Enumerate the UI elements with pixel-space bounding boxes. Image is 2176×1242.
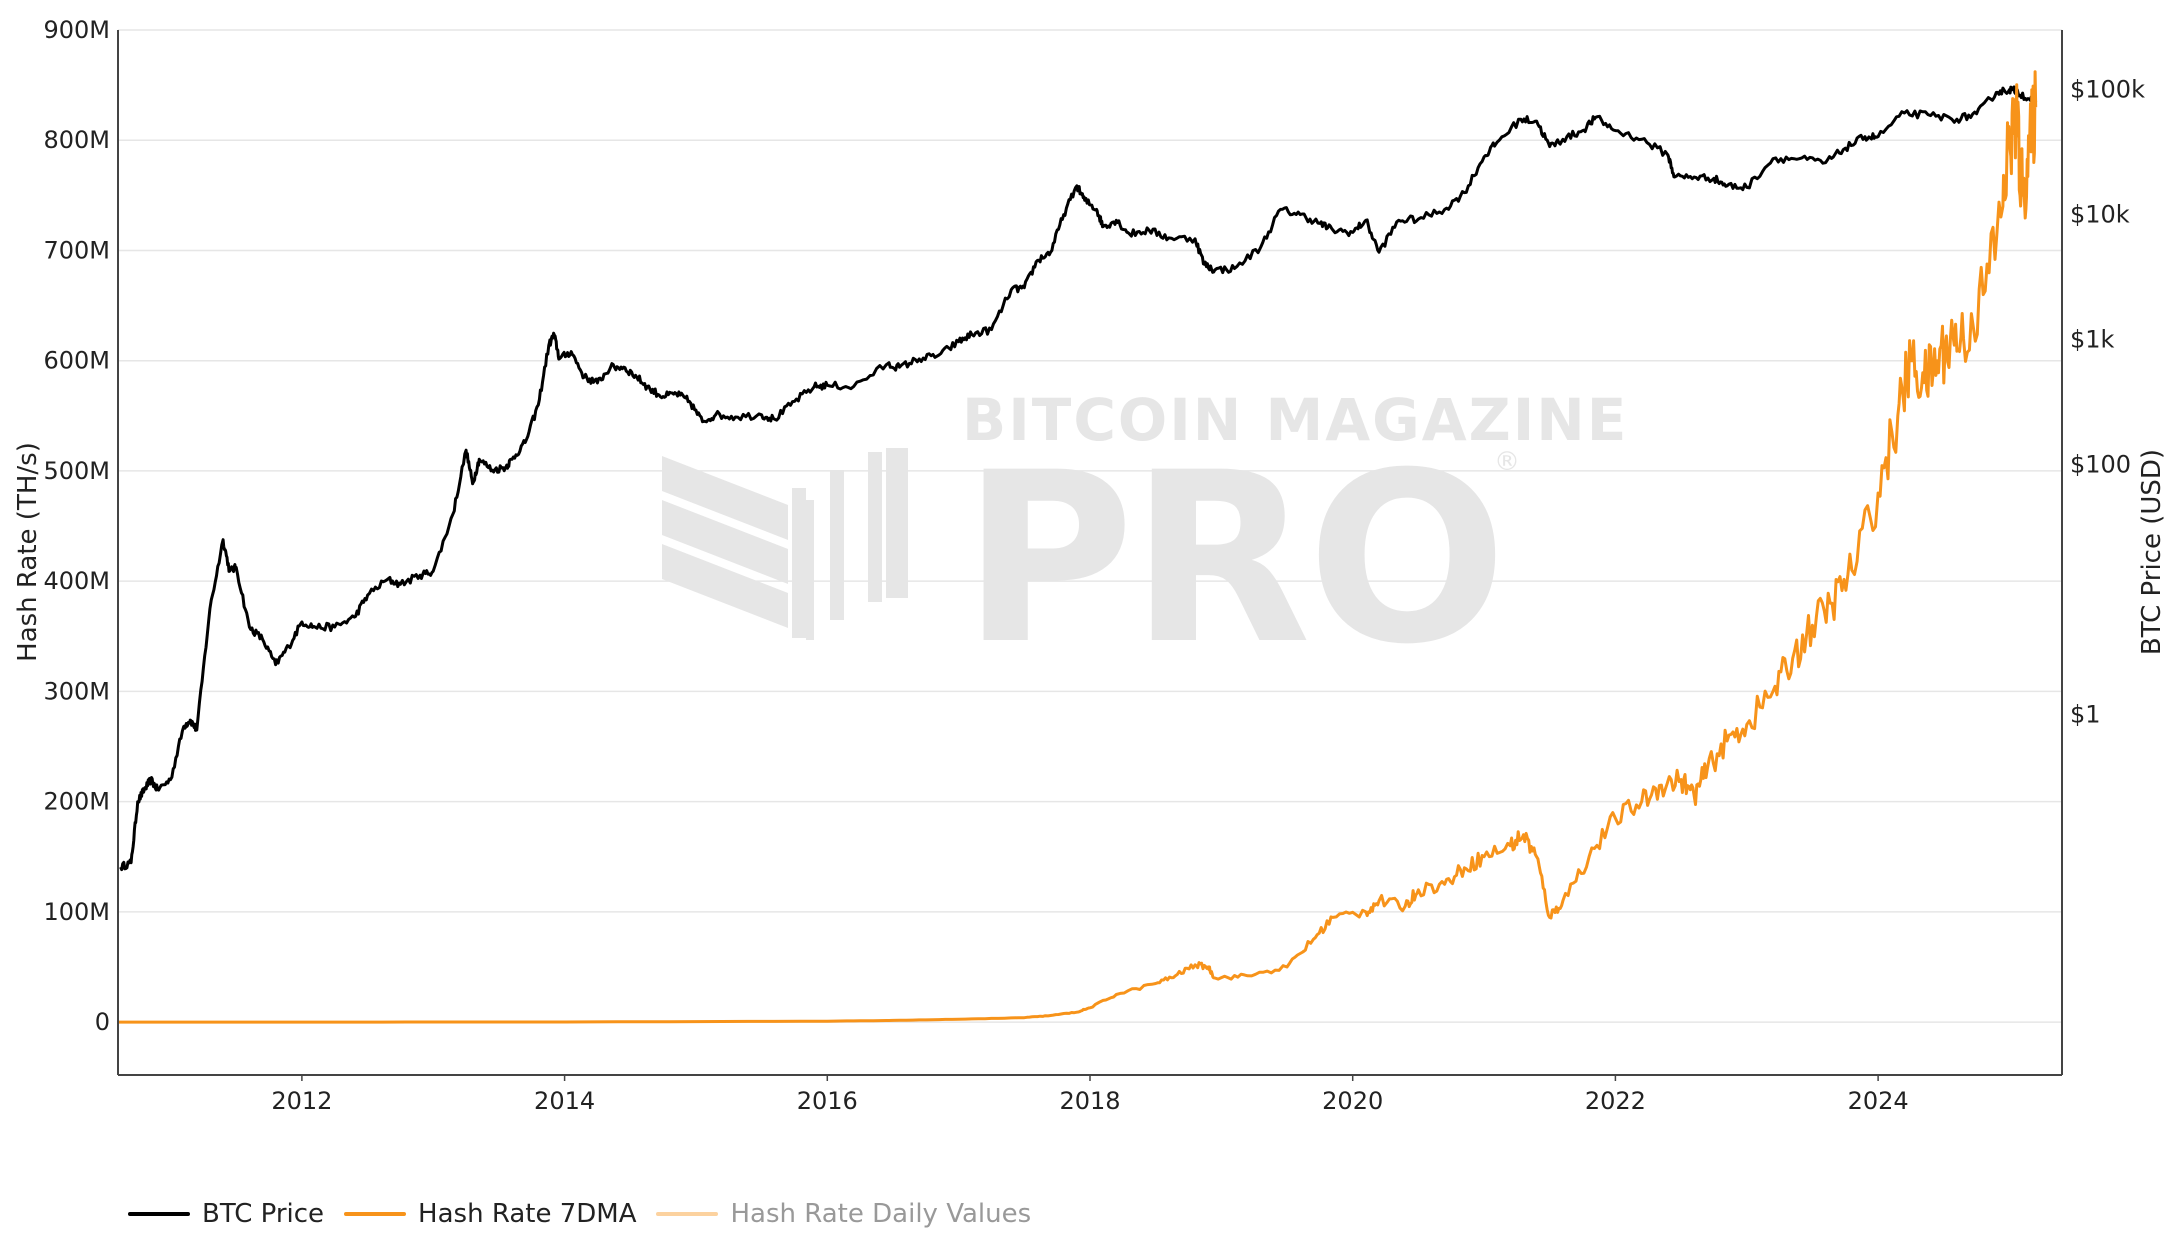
legend-label-hash-rate-daily: Hash Rate Daily Values	[730, 1199, 1032, 1229]
y-tick-label: 400M	[43, 567, 110, 595]
y2-tick-label: $1k	[2070, 326, 2115, 354]
watermark-line2: PRO	[962, 423, 1503, 696]
x-tick-label: 2024	[1848, 1087, 1909, 1115]
right-y-axis-title: BTC Price (USD)	[2137, 449, 2167, 655]
series-line-btc-price	[119, 85, 2038, 872]
y-tick-label: 0	[95, 1008, 110, 1036]
left-y-axis-ticks: 0 100M 200M 300M 400M 500M 600M 700M 800M 900M	[43, 16, 110, 1036]
y2-tick-label: $100	[2070, 450, 2131, 478]
watermark-line1: BITCOIN MAGAZINE	[962, 386, 1628, 454]
series-layer	[118, 70, 2038, 1024]
y-tick-label: 800M	[43, 126, 110, 154]
y2-tick-label: $10k	[2070, 201, 2130, 229]
y2-tick-label: $1	[2070, 700, 2101, 728]
y-tick-label: 700M	[43, 236, 110, 264]
x-axis-ticks: 2012 2014 2016 2018 2020 2022 2024	[271, 1075, 1909, 1115]
y-tick-label: 300M	[43, 677, 110, 705]
x-tick-label: 2020	[1322, 1087, 1383, 1115]
legend-swatch-btc-price	[128, 1212, 190, 1216]
watermark-registered-mark: ®	[1494, 447, 1520, 477]
y2-tick-label: $100k	[2070, 76, 2145, 104]
legend-item-hash-rate-7dma[interactable]: Hash Rate 7DMA	[344, 1199, 636, 1229]
chart-legend: BTC Price Hash Rate 7DMA Hash Rate Daily…	[128, 1192, 1051, 1236]
bitcoin-magazine-pro-watermark: BITCOIN MAGAZINE PRO ®	[662, 386, 1628, 696]
legend-swatch-hash-rate-7dma	[344, 1212, 407, 1216]
y-tick-label: 500M	[43, 457, 110, 485]
gridlines	[118, 29, 2062, 1023]
left-y-axis-title: Hash Rate (TH/s)	[13, 442, 43, 662]
y-tick-label: 900M	[43, 16, 110, 44]
right-y-axis-ticks: $1 $100 $1k $10k $100k	[2070, 76, 2145, 729]
x-tick-label: 2018	[1059, 1087, 1120, 1115]
series-line-hash-rate-7dma	[118, 70, 2038, 1024]
legend-item-hash-rate-daily[interactable]: Hash Rate Daily Values	[656, 1199, 1031, 1229]
legend-label-hash-rate-7dma: Hash Rate 7DMA	[418, 1199, 637, 1229]
x-tick-label: 2012	[271, 1087, 332, 1115]
x-tick-label: 2022	[1585, 1087, 1646, 1115]
legend-label-btc-price: BTC Price	[202, 1199, 325, 1229]
y-tick-label: 100M	[43, 898, 110, 926]
x-tick-label: 2016	[797, 1087, 858, 1115]
x-tick-label: 2014	[534, 1087, 595, 1115]
y-tick-label: 600M	[43, 347, 110, 375]
y-tick-label: 200M	[43, 788, 110, 816]
legend-swatch-hash-rate-daily	[656, 1212, 719, 1216]
legend-item-btc-price[interactable]: BTC Price	[128, 1199, 324, 1229]
